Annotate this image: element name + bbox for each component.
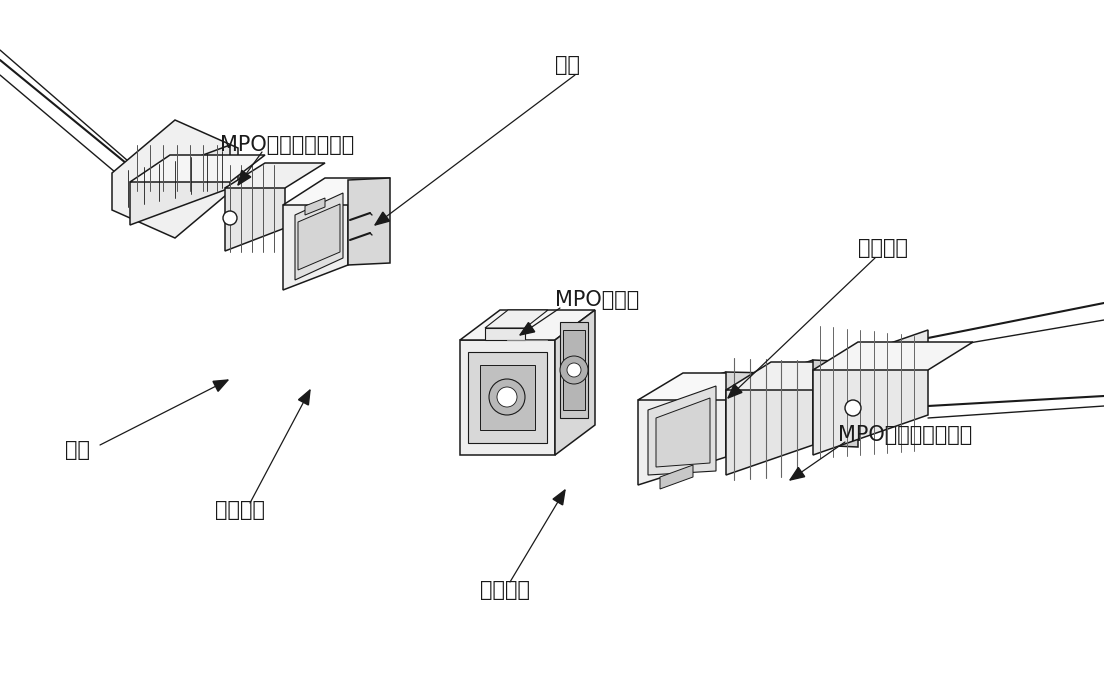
Polygon shape [295,193,343,280]
Circle shape [497,387,517,407]
Polygon shape [726,372,771,458]
Text: 插针: 插针 [555,55,580,75]
Text: MPO连接器（母头）: MPO连接器（母头） [838,425,973,445]
Polygon shape [283,178,390,205]
Circle shape [560,356,588,384]
Circle shape [223,211,237,225]
Text: 键槽朝下: 键槽朝下 [480,580,530,600]
Polygon shape [130,155,265,182]
Polygon shape [553,490,565,505]
Polygon shape [726,360,813,475]
Polygon shape [460,310,595,340]
Text: 白点: 白点 [65,440,91,460]
Circle shape [845,400,861,416]
Circle shape [567,363,581,377]
Polygon shape [728,384,742,398]
Polygon shape [563,330,585,410]
Polygon shape [813,342,973,370]
Polygon shape [213,380,229,391]
Polygon shape [468,352,546,443]
Polygon shape [813,360,858,447]
Polygon shape [283,180,348,290]
Polygon shape [638,372,726,485]
Polygon shape [520,322,534,335]
Polygon shape [298,390,310,405]
Polygon shape [790,468,805,480]
Polygon shape [660,465,693,489]
Polygon shape [485,310,548,328]
Polygon shape [130,145,230,225]
Text: MPO适配器: MPO适配器 [555,290,639,310]
Polygon shape [348,178,390,265]
Polygon shape [298,204,340,270]
Polygon shape [305,198,325,215]
Polygon shape [726,362,858,390]
Polygon shape [648,386,716,475]
Text: 键槽朝上: 键槽朝上 [215,500,265,520]
Polygon shape [485,328,526,340]
Polygon shape [480,365,535,430]
Polygon shape [460,340,555,455]
Polygon shape [225,163,325,188]
Text: MPO连接器（公头）: MPO连接器（公头） [220,135,354,155]
Polygon shape [638,373,771,400]
Text: 没有插针: 没有插针 [858,238,907,258]
Polygon shape [375,212,390,225]
Polygon shape [560,322,588,418]
Polygon shape [238,171,251,185]
Polygon shape [225,165,285,251]
Polygon shape [813,330,928,455]
Polygon shape [656,398,710,467]
Polygon shape [112,120,238,238]
Circle shape [489,379,526,415]
Polygon shape [555,310,595,455]
